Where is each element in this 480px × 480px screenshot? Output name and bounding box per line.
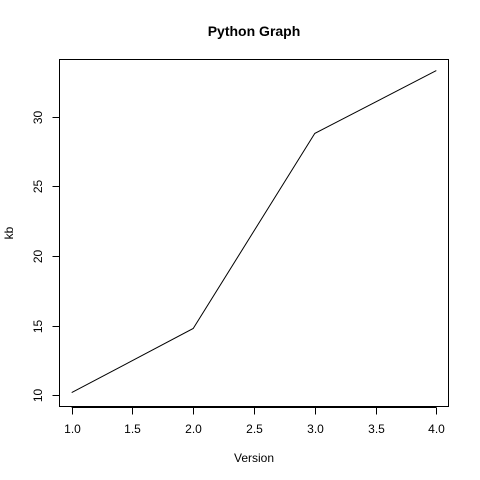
x-tick-label: 2.0	[185, 422, 202, 436]
y-axis-title: kb	[2, 226, 16, 239]
x-tick-label: 1.0	[64, 422, 81, 436]
y-tick-label: 15	[31, 320, 45, 334]
y-tick-label: 30	[31, 111, 45, 125]
x-tick-label: 3.0	[307, 422, 324, 436]
y-axis: 10 15 20 25 30	[31, 111, 60, 403]
series-line	[72, 71, 437, 393]
y-tick-label: 10	[31, 389, 45, 403]
y-tick-label: 20	[31, 250, 45, 264]
plot-area	[60, 60, 449, 407]
x-tick-label: 3.5	[368, 422, 385, 436]
x-tick-label: 2.5	[246, 422, 263, 436]
y-tick-label: 25	[31, 180, 45, 194]
x-tick-label: 1.5	[124, 422, 141, 436]
chart-title: Python Graph	[208, 23, 301, 39]
x-axis: 1.0 1.5 2.0 2.5 3.0 3.5 4.0	[64, 408, 445, 437]
x-tick-label: 4.0	[428, 422, 445, 436]
x-axis-title: Version	[234, 451, 274, 465]
